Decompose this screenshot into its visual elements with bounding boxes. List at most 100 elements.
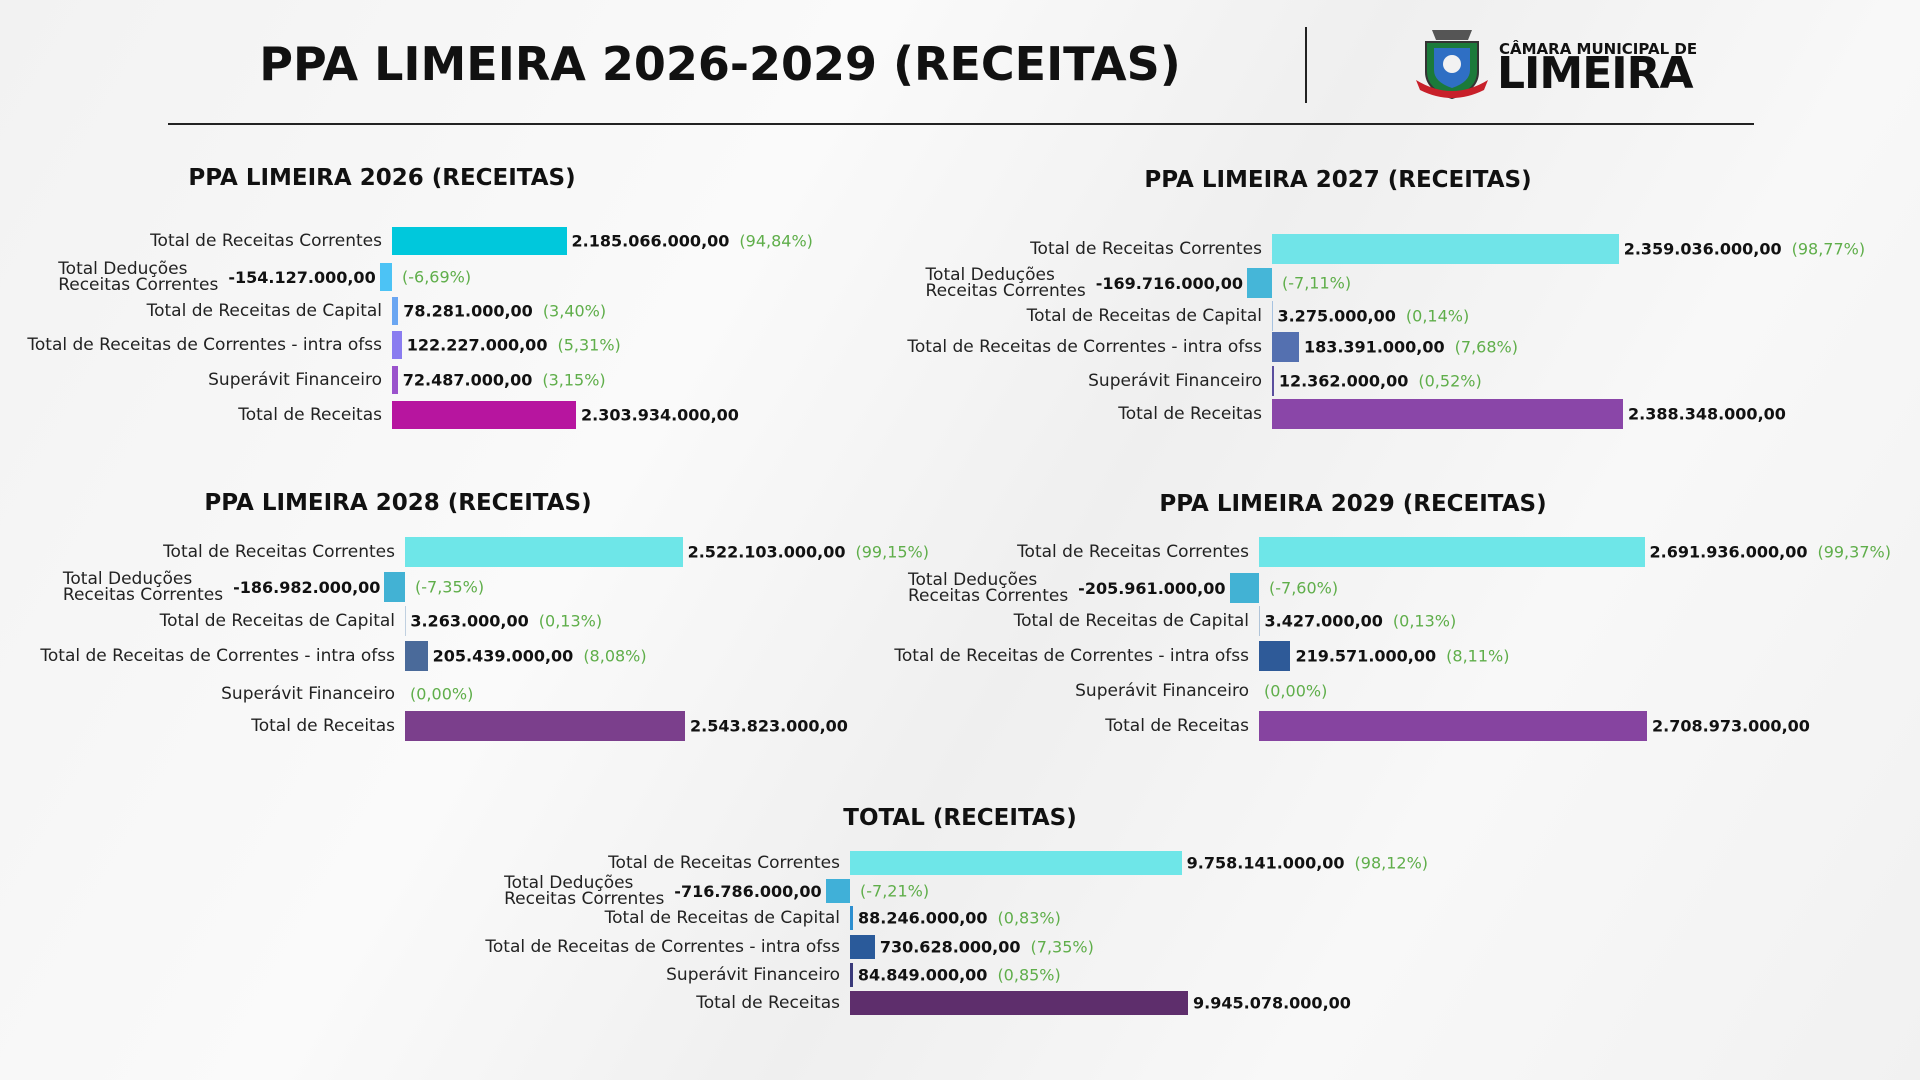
category-label: Superávit Financeiro (1075, 680, 1249, 701)
share-label: (94,84%) (739, 231, 813, 251)
value-label-group: (0,00%) (1264, 682, 1327, 701)
share-label: (-7,35%) (415, 577, 485, 597)
share-label: (8,11%) (1446, 646, 1510, 666)
value-label: 3.263.000,00 (410, 611, 529, 631)
bar (392, 331, 402, 359)
value-label-group: 12.362.000,00 (0,52%) (1279, 372, 1482, 391)
value-label: -154.127.000,00 (228, 267, 376, 287)
value-label-group: 72.487.000,00 (3,15%) (403, 371, 606, 390)
category-label: Total de Receitas de Correntes - intra o… (485, 936, 840, 957)
bar (1272, 366, 1274, 396)
share-label: (-6,69%) (402, 267, 472, 287)
value-label: 219.571.000,00 (1295, 646, 1437, 666)
value-label: 183.391.000,00 (1303, 337, 1445, 357)
category-label: Total Deduções Receitas Correntes (925, 264, 1086, 301)
bar (384, 572, 405, 602)
value-label-group: 9.945.078.000,00 (1193, 994, 1351, 1013)
bar (392, 401, 576, 429)
chart-title: TOTAL (RECEITAS) (843, 805, 1077, 831)
bar (1259, 641, 1291, 671)
value-label-group: 3.275.000,00 (0,14%) (1277, 307, 1469, 326)
value-label: 205.439.000,00 (432, 646, 574, 666)
bar (850, 991, 1188, 1015)
share-label: (99,37%) (1817, 542, 1891, 562)
value-label-group: 122.227.000,00 (5,31%) (407, 336, 621, 355)
value-label-group: 2.185.066.000,00 (94,84%) (572, 232, 813, 251)
category-label: Total de Receitas de Correntes - intra o… (907, 336, 1262, 357)
share-label: (3,15%) (542, 370, 606, 390)
category-label: Total Deduções Receitas Correntes (58, 258, 219, 295)
value-label: 2.303.934.000,00 (581, 405, 739, 425)
page-title: PPA LIMEIRA 2026-2029 (RECEITAS) (259, 37, 1181, 91)
logo-line2: LIMEIRA (1497, 48, 1694, 99)
bar (1272, 234, 1619, 264)
share-label: (0,00%) (410, 684, 474, 704)
value-label: -169.716.000,00 (1095, 273, 1244, 293)
category-label: Total de Receitas (238, 404, 382, 425)
value-label-group: 183.391.000,00 (7,68%) (1304, 338, 1518, 357)
value-label: 2.691.936.000,00 (1649, 542, 1808, 562)
bar (405, 537, 683, 567)
share-label: (0,00%) (1264, 681, 1328, 701)
value-label-group: 2.388.348.000,00 (1628, 405, 1786, 424)
value-label-group: 205.439.000,00 (8,08%) (433, 647, 647, 666)
value-label-group: 9.758.141.000,00 (98,12%) (1187, 854, 1428, 873)
category-label: Total de Receitas de Capital (146, 300, 382, 321)
category-label: Total de Receitas de Capital (1013, 610, 1249, 631)
share-label: (0,83%) (997, 908, 1061, 928)
negative-label-group: Total Deduções Receitas Correntes -205.96… (908, 571, 1226, 604)
value-label: 3.427.000,00 (1264, 611, 1383, 631)
negative-label-group: Total Deduções Receitas Correntes -716.78… (504, 874, 822, 907)
category-label: Total de Receitas (1105, 715, 1249, 736)
share-label: (5,31%) (557, 335, 621, 355)
share-label: (98,12%) (1354, 853, 1429, 873)
value-label-group: 2.522.103.000,00 (99,15%) (688, 543, 929, 562)
value-label-group: 3.263.000,00 (0,13%) (410, 612, 602, 631)
share-label: (-7,11%) (1282, 273, 1352, 293)
category-label: Superávit Financeiro (221, 683, 395, 704)
value-label: 2.543.823.000,00 (690, 716, 848, 736)
bar (850, 906, 853, 930)
value-label-group: 2.691.936.000,00 (99,37%) (1650, 543, 1891, 562)
chart-title: PPA LIMEIRA 2027 (RECEITAS) (1144, 167, 1532, 193)
value-label: 2.185.066.000,00 (571, 231, 730, 251)
bar (850, 935, 875, 959)
header-rule (168, 123, 1754, 125)
share-label: (0,13%) (1392, 611, 1457, 631)
share-label: (99,15%) (855, 542, 930, 562)
value-label: 88.246.000,00 (857, 908, 988, 928)
category-label: Total de Receitas (251, 715, 395, 736)
category-label: Total de Receitas Correntes (163, 541, 395, 562)
category-label: Total de Receitas (1118, 403, 1262, 424)
category-label: Total de Receitas Correntes (1017, 541, 1249, 562)
value-label: 2.522.103.000,00 (687, 542, 846, 562)
bar (1272, 332, 1299, 362)
value-label: 78.281.000,00 (403, 301, 533, 321)
value-label: 72.487.000,00 (402, 370, 533, 390)
chart-title: PPA LIMEIRA 2029 (RECEITAS) (1159, 491, 1547, 517)
value-label-group: 3.427.000,00 (0,13%) (1264, 612, 1456, 631)
value-label-group: 730.628.000,00 (7,35%) (880, 938, 1094, 957)
negative-label-group: Total Deduções Receitas Correntes -186.98… (62, 568, 381, 605)
category-label: Total Deduções Receitas Correntes (62, 568, 224, 605)
value-label-group: 84.849.000,00 (0,85%) (858, 966, 1061, 985)
share-label: (8,08%) (583, 646, 647, 666)
share-label: (-7,21%) (860, 881, 930, 901)
share-label: (-7,60%) (1269, 578, 1339, 598)
value-label: -716.786.000,00 (674, 881, 822, 901)
negative-label-group: Total Deduções Receitas Correntes -169.71… (925, 264, 1244, 301)
chart-title: PPA LIMEIRA 2028 (RECEITAS) (204, 490, 592, 516)
share-label: (0,14%) (1405, 306, 1470, 326)
category-label: Superávit Financeiro (666, 964, 840, 985)
category-label: Total de Receitas de Capital (159, 610, 395, 631)
category-label: Total de Receitas de Capital (1026, 305, 1262, 326)
value-label: -186.982.000,00 (233, 577, 381, 597)
category-label: Total de Receitas (696, 992, 840, 1013)
negative-label-group: Total Deduções Receitas Correntes -154.12… (58, 258, 376, 295)
value-label: -205.961.000,00 (1078, 578, 1226, 598)
bar (405, 641, 428, 671)
value-label: 2.359.036.000,00 (1623, 239, 1782, 259)
bar (392, 297, 399, 325)
bar (405, 711, 685, 741)
category-label: Total de Receitas Correntes (150, 230, 382, 251)
